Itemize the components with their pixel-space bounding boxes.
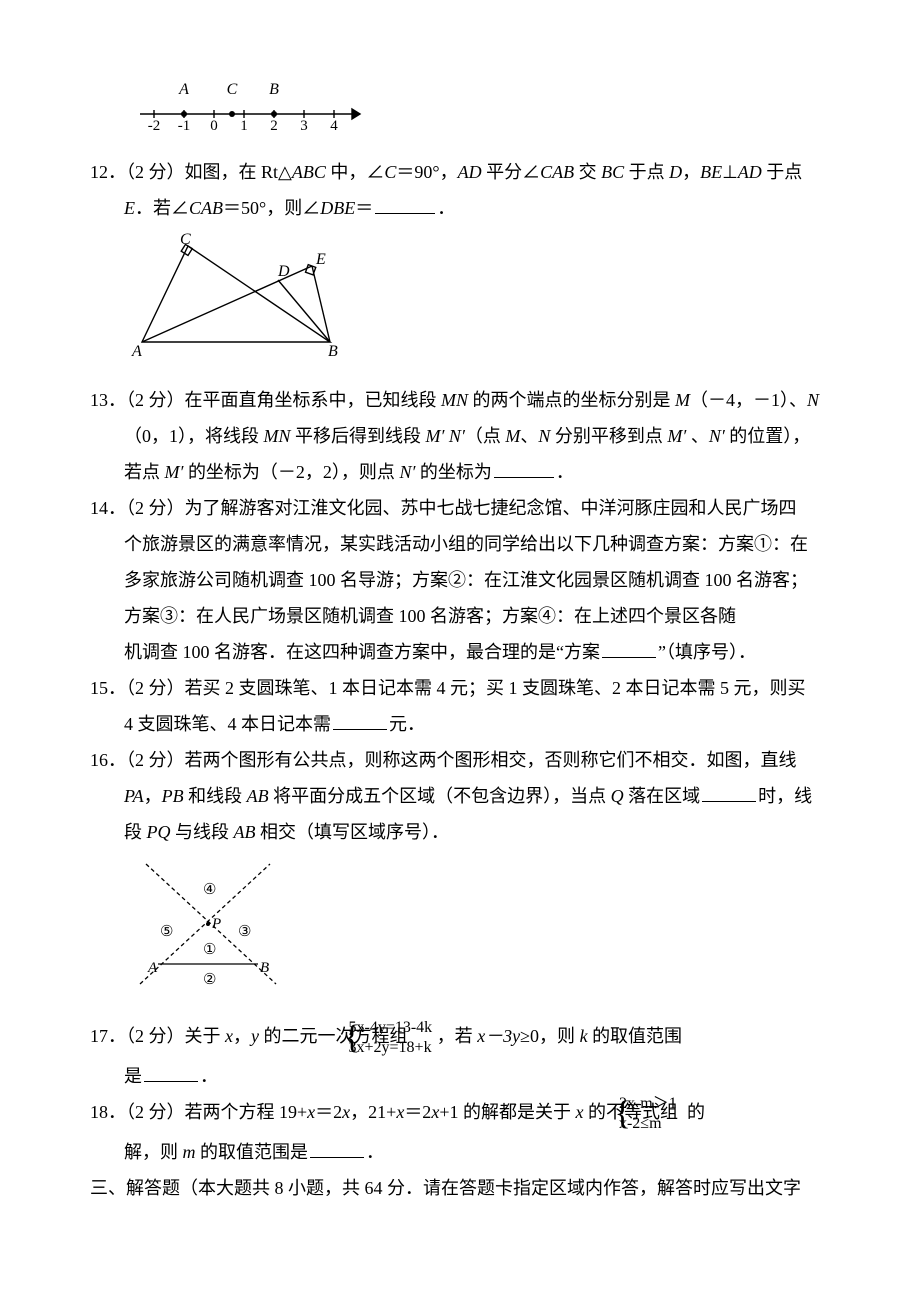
tri-e: E [315,251,326,268]
q16-line1: 16．（2 分）若两个图形有公共点，则称这两个图形相交，否则称它们不相交．如图，… [90,742,830,778]
q18-blank [310,1141,364,1158]
svg-text:-1: -1 [178,118,191,132]
svg-text:P: P [211,916,221,932]
svg-text:④: ④ [203,882,216,898]
q14-line2: 个旅游景区的满意率情况，某实践活动小组的同学给出以下几种调查方案：方案①：在 [90,526,830,562]
tri-a: A [131,343,142,360]
q13-line2: （0，1），将线段 MN 平移后得到线段 M′ N′（点 M、N 分别平移到点 … [90,418,830,454]
svg-text:0: 0 [210,118,218,132]
numline-label-c: C [227,81,238,98]
q14-line1: 14．（2 分）为了解游客对江淮文化园、苏中七战七捷纪念馆、中洋河豚庄园和人民广… [90,490,830,526]
q16-line3: 段 PQ 与线段 AB 相交（填写区域序号）． [90,814,830,850]
q12-line2: E．若∠CAB＝50°，则∠DBE＝． [90,190,830,226]
numline-label-a: A [178,81,189,98]
svg-text:-2: -2 [148,118,161,132]
svg-text:③: ③ [238,924,251,940]
svg-text:2: 2 [270,118,278,132]
q14-line4: 方案③：在人民广场景区随机调查 100 名游客；方案④：在上述四个景区各随 [90,598,830,634]
q15-line2: 4 支圆珠笔、4 本日记本需元． [90,706,830,742]
svg-text:⑤: ⑤ [160,924,173,940]
svg-text:①: ① [203,942,216,958]
q12-blank [375,197,435,214]
svg-text:②: ② [203,972,216,988]
q16-line2: PA，PB 和线段 AB 将平面分成五个区域（不包含边界），当点 Q 落在区域时… [90,778,830,814]
tri-d: D [277,263,290,280]
numline-label-b: B [269,81,279,98]
q14-line5: 机调查 100 名游客．在这四种调查方案中，最合理的是“方案”（填序号）． [90,634,830,670]
q13-blank [494,461,554,478]
svg-text:B: B [260,960,269,976]
svg-text:3: 3 [300,118,308,132]
q17-system: { 5x-4y=13-4k 3x+2y=18+k [412,1018,432,1058]
tri-c: C [180,232,191,248]
q17-line1: 17．（2 分）关于 x，y 的二元一次方程组 { 5x-4y=13-4k 3x… [90,1018,830,1058]
q17-line2: 是． [90,1058,830,1094]
q13-line3: 若点 M′ 的坐标为（－2，2），则点 N′ 的坐标为． [90,454,830,490]
q13-line1: 13．（2 分）在平面直角坐标系中，已知线段 MN 的两个端点的坐标分别是 M（… [90,382,830,418]
figure-regions: ① ② ③ ④ ⑤ A B P [130,856,830,1008]
q15-blank [333,713,387,730]
svg-text:4: 4 [330,118,338,132]
section-3-heading: 三、解答题（本大题共 8 小题，共 64 分．请在答题卡指定区域内作答，解答时应… [90,1170,830,1206]
q12-line1: 12．（2 分）如图，在 Rt△ABC 中，∠C＝90°，AD 平分∠CAB 交… [90,154,830,190]
q14-blank [602,641,656,658]
figure-triangle: A B C D E [130,232,830,372]
q18-line1: 18．（2 分）若两个方程 19+x＝2x，21+x＝2x+1 的解都是关于 x… [90,1094,830,1134]
svg-text:A: A [147,960,158,976]
q17-blank [144,1065,198,1082]
q14-line3: 多家旅游公司随机调查 100 名导游；方案②：在江淮文化园景区随机调查 100 … [90,562,830,598]
q16-blank [702,785,756,802]
figure-number-line: -2 -1 0 1 2 3 4 A C B [130,76,830,144]
tri-b: B [328,343,338,360]
svg-text:1: 1 [240,118,248,132]
q15-line1: 15．（2 分）若买 2 支圆珠笔、1 本日记本需 4 元；买 1 支圆珠笔、2… [90,670,830,706]
q18-line2: 解，则 m 的取值范围是． [90,1134,830,1170]
